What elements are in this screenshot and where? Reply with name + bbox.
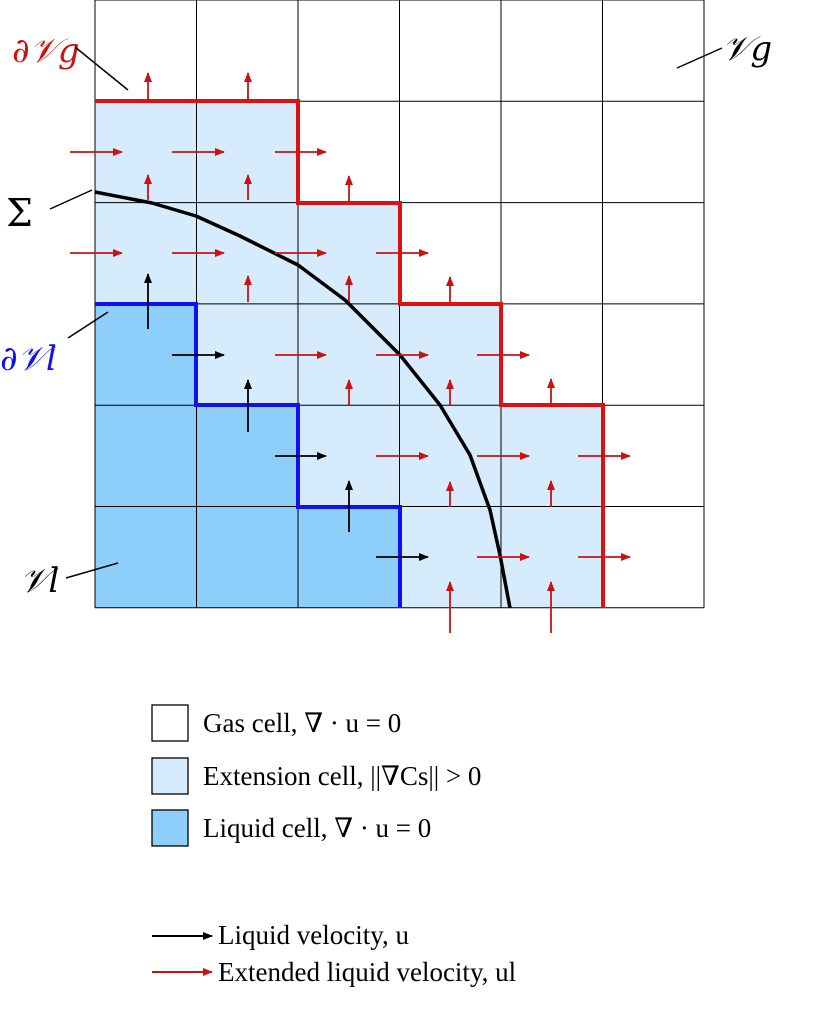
gas-cell — [399, 0, 501, 102]
legend-gas-label: Gas cell, ∇ · u = 0 — [203, 708, 401, 738]
liquid-cell — [95, 506, 197, 608]
gas-cell — [298, 0, 400, 102]
interface-label: Σ — [6, 189, 93, 235]
legend-arrows: Liquid velocity, u Extended liquid veloc… — [152, 920, 516, 987]
gas-region-label-text: 𝒱g — [722, 29, 772, 69]
gas-cell — [501, 0, 603, 102]
liquid-cell — [196, 506, 298, 608]
legend-extension-label: Extension cell, ||∇Cs|| > 0 — [203, 761, 481, 791]
velocity-arrows — [70, 72, 631, 633]
legend-gas-swatch — [151, 704, 189, 742]
gas-cell — [602, 303, 704, 406]
liquid-region-label-text: 𝒱l — [20, 561, 59, 601]
gas-cell — [501, 202, 603, 304]
liquid-boundary-line — [95, 302, 402, 608]
gas-cell — [602, 202, 704, 304]
gas-cell — [602, 101, 704, 203]
gas-boundary-label-text: ∂𝒱g — [12, 31, 80, 71]
legend-extension-cell: Extension cell, ||∇Cs|| > 0 — [151, 757, 481, 795]
liquid-cell — [95, 405, 197, 507]
interface-label-text: Σ — [6, 191, 33, 235]
legend-gas-cell: Gas cell, ∇ · u = 0 — [151, 704, 401, 742]
gas-cell — [95, 0, 197, 102]
legend-cells: Gas cell, ∇ · u = 0 Extension cell, ||∇C… — [151, 704, 481, 847]
legend-liquid-swatch — [151, 809, 189, 847]
liquid-boundary-label-text: ∂𝒱l — [0, 339, 57, 379]
legend-liquid-cell: Liquid cell, ∇ · u = 0 — [151, 809, 431, 847]
liquid-boundary-label: ∂𝒱l — [0, 311, 109, 379]
legend-extension-swatch — [151, 757, 189, 795]
legend-liquid-velocity-label: Liquid velocity, u — [218, 920, 409, 950]
legend-extended-velocity: Extended liquid velocity, ul — [152, 957, 516, 987]
gas-region-label: 𝒱g — [676, 29, 772, 69]
legend-liquid-label: Liquid cell, ∇ · u = 0 — [203, 813, 431, 843]
gas-boundary-line — [95, 99, 605, 608]
gas-cell — [501, 101, 603, 203]
liquid-region-label: 𝒱l — [20, 561, 119, 601]
gas-boundary-label: ∂𝒱g — [12, 31, 129, 91]
interface-curve — [94, 190, 512, 609]
gas-cell — [399, 101, 501, 203]
legend-liquid-velocity: Liquid velocity, u — [152, 920, 409, 950]
legend-extended-velocity-label: Extended liquid velocity, ul — [218, 957, 516, 987]
gas-cell — [602, 0, 704, 102]
